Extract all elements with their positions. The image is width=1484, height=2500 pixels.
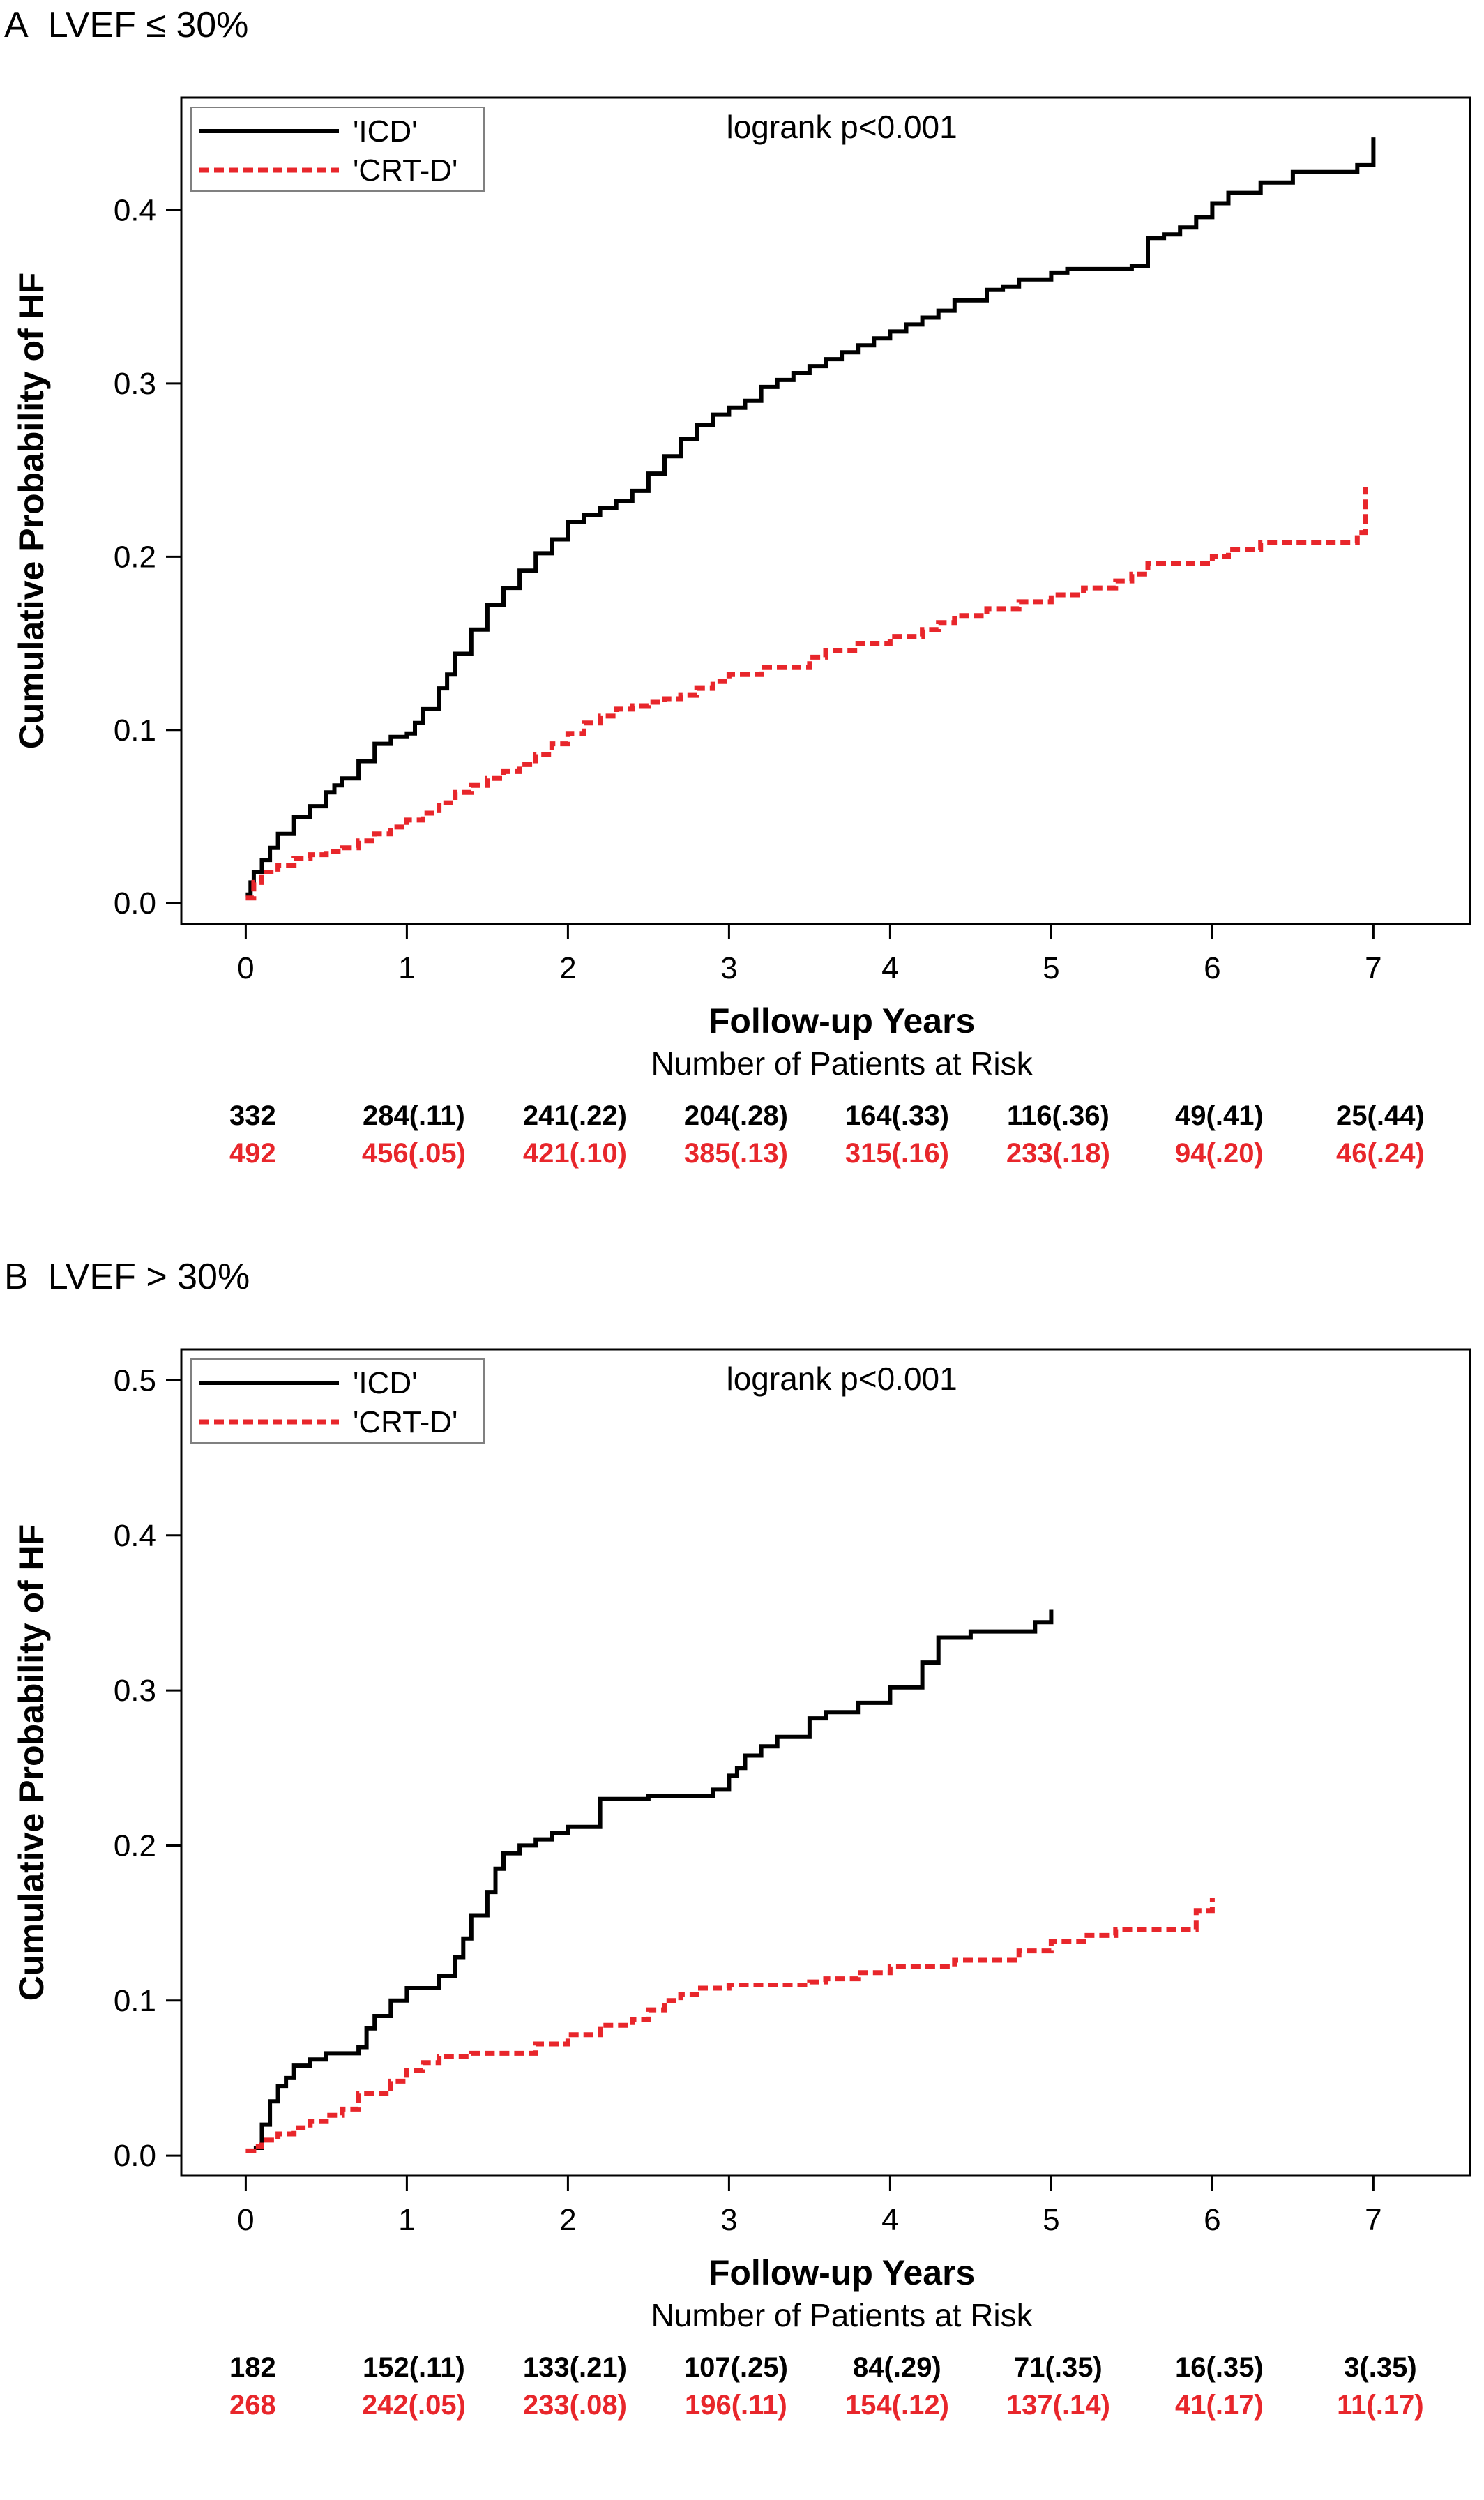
chart-a-legend: 'ICD' 'CRT-D'	[190, 107, 485, 192]
chart-b-risk-crtd-cell: 41(.17)	[1175, 2390, 1264, 2421]
chart-a-y-tick-label: 0.0	[114, 886, 156, 921]
chart-b-logrank-annotation: logrank p<0.001	[726, 1361, 957, 1397]
chart-b-x-tick-label: 0	[237, 2203, 254, 2237]
chart-b-crtd-curve	[245, 1898, 1215, 2153]
chart-a-x-tick-label: 7	[1365, 951, 1381, 985]
chart-a-risk-table-title: Number of Patients at Risk	[651, 1045, 1034, 1082]
chart-b-labels: logrank p<0.001 Cumulative Probability of…	[12, 1361, 1034, 2333]
panel-a-heading: A LVEF ≤ 30%	[4, 4, 248, 46]
chart-b-y-tick-label: 0.1	[114, 1984, 156, 2018]
chart-a-risk-crtd-cell: 233(.18)	[1006, 1138, 1110, 1169]
chart-b-x-tick-label: 1	[398, 2203, 415, 2237]
chart-a-risk-icd-cell: 204(.28)	[684, 1100, 788, 1131]
chart-a-svg: 0.0 0.1 0.2 0.3 0.4 0 1 2 3 4 5 6 7 'ICD' 'CRT-D' log…	[12, 96, 1471, 1169]
chart-b-risk-icd-cell: 71(.35)	[1014, 2352, 1103, 2383]
panel-b-letter: B	[4, 1257, 29, 1297]
chart-b-risk-icd-cell: 16(.35)	[1175, 2352, 1264, 2383]
chart-a-logrank-annotation: logrank p<0.001	[726, 109, 957, 145]
chart-b-risk-icd-cell: 3(.35)	[1344, 2352, 1417, 2383]
chart-b-risk-icd-cell: 84(.29)	[853, 2352, 941, 2383]
chart-a-risk-crtd-cell: 456(.05)	[362, 1138, 466, 1169]
chart-b-x-axis-title: Follow-up Years	[709, 2253, 976, 2292]
chart-a-risk-icd-cell: 241(.22)	[523, 1100, 627, 1131]
chart-a-x-tick-label: 1	[398, 951, 415, 985]
chart-a-axes: 0.0 0.1 0.2 0.3 0.4 0 1 2 3 4 5 6 7	[114, 96, 1471, 985]
chart-b-risk-crtd-cell: 154(.12)	[845, 2390, 949, 2421]
chart-b-risk-crtd-cell: 196(.11)	[685, 2390, 787, 2421]
panel-a-letter: A	[4, 5, 29, 45]
chart-a-y-tick-label: 0.1	[114, 713, 156, 748]
chart-a-y-axis-title: Cumulative Probability of HF	[12, 273, 51, 749]
chart-a-x-tick-label: 0	[237, 951, 254, 985]
chart-a-legend-label-crtd: 'CRT-D'	[353, 153, 457, 188]
chart-b-x-tick-label: 5	[1043, 2203, 1059, 2237]
chart-b-legend-label-crtd: 'CRT-D'	[353, 1405, 457, 1439]
chart-a-risk-icd-cell: 164(.33)	[845, 1100, 949, 1131]
chart-a-risk-crtd-cell: 421(.10)	[523, 1138, 627, 1169]
chart-b-risk-icd-cell: 182	[229, 2352, 276, 2383]
chart-b-risk-icd-cell: 107(.25)	[684, 2352, 788, 2383]
chart-a-y-tick-label: 0.3	[114, 367, 156, 401]
chart-b-legend-label-icd: 'ICD'	[353, 1366, 418, 1400]
chart-a-risk-crtd-cell: 46(.24)	[1336, 1138, 1425, 1169]
chart-a-y-tick-label: 0.2	[114, 540, 156, 574]
chart-a-risk-crtd-cell: 385(.13)	[684, 1138, 788, 1169]
chart-a-risk-icd-cell: 25(.44)	[1336, 1100, 1425, 1131]
chart-b-x-tick-label: 6	[1204, 2203, 1220, 2237]
chart-a-risk-table: 332 284(.11) 241(.22) 204(.28) 164(.33) 116(.…	[229, 1100, 1425, 1169]
chart-a-risk-icd-cell: 49(.41)	[1175, 1100, 1264, 1131]
chart-b-risk-icd-cell: 152(.11)	[363, 2352, 465, 2383]
panel-a: 0.0 0.1 0.2 0.3 0.4 0 1 2 3 4 5 6 7 'ICD' 'CRT-D' log…	[0, 0, 1484, 1248]
chart-a-x-tick-label: 4	[881, 951, 898, 985]
chart-a-icd-curve	[245, 137, 1376, 897]
chart-a-x-tick-label: 5	[1043, 951, 1059, 985]
chart-a-legend-label-icd: 'ICD'	[353, 114, 418, 149]
chart-b-risk-crtd-cell: 242(.05)	[362, 2390, 466, 2421]
panel-a-title: LVEF ≤ 30%	[47, 5, 249, 45]
chart-b-legend-box	[190, 1358, 485, 1444]
chart-a-x-tick-label: 6	[1204, 951, 1220, 985]
chart-a-plot-frame	[180, 96, 1471, 925]
chart-a-x-tick-label: 2	[559, 951, 576, 985]
chart-b-y-tick-label: 0.2	[114, 1828, 156, 1863]
chart-b-y-tick-label: 0.0	[114, 2139, 156, 2173]
chart-b-risk-table: 182 152(.11) 133(.21) 107(.25) 84(.29) 71(.35…	[229, 2352, 1424, 2421]
chart-b-y-tick-label: 0.5	[114, 1363, 156, 1397]
chart-a-x-tick-label: 3	[720, 951, 737, 985]
panel-b-heading: B LVEF > 30%	[4, 1256, 250, 1298]
chart-b-x-tick-label: 2	[559, 2203, 576, 2237]
chart-b-risk-table-title: Number of Patients at Risk	[651, 2297, 1034, 2333]
chart-a-risk-crtd-cell: 315(.16)	[845, 1138, 949, 1169]
chart-b-risk-crtd-cell: 268	[229, 2390, 276, 2421]
chart-b-y-tick-label: 0.4	[114, 1519, 156, 1553]
chart-b-x-tick-label: 4	[881, 2203, 898, 2237]
chart-a-risk-crtd-cell: 94(.20)	[1175, 1138, 1264, 1169]
chart-b-legend: 'ICD' 'CRT-D'	[190, 1358, 485, 1444]
chart-b-svg: 0.00.10.20.30.40.50 1 2 3 4 5 6 7 'ICD''CRT-D' …	[12, 1348, 1471, 2421]
chart-b-risk-crtd-cell: 233(.08)	[523, 2390, 627, 2421]
chart-b-risk-crtd-cell: 137(.14)	[1006, 2390, 1110, 2421]
chart-a-curves	[245, 137, 1376, 901]
chart-a-risk-icd-cell: 332	[229, 1100, 276, 1131]
chart-b-axes: 0.0 0.1 0.2 0.3 0.4 0.5 0 1 2 3 4 5 6 7	[114, 1348, 1471, 2237]
chart-a-crtd-curve	[245, 487, 1368, 901]
chart-a-legend-box	[190, 107, 485, 192]
chart-a-risk-icd-cell: 116(.36)	[1007, 1100, 1110, 1131]
chart-b-y-tick-label: 0.3	[114, 1674, 156, 1708]
chart-b-x-tick-label: 3	[720, 2203, 737, 2237]
chart-b-risk-icd-cell: 133(.21)	[523, 2352, 627, 2383]
panel-b-title: LVEF > 30%	[47, 1257, 250, 1297]
panel-b: 0.0 0.1 0.2 0.3 0.4 0.5 0 1 2 3 4 5 6 7 'ICD' 'CRT-D' …	[0, 1252, 1484, 2500]
chart-b-curves	[245, 1609, 1215, 2153]
chart-a-risk-crtd-cell: 492	[229, 1138, 276, 1169]
chart-b-x-tick-label: 7	[1365, 2203, 1381, 2237]
chart-a-labels: logrank p<0.001 Cumulative Probability of…	[12, 109, 1034, 1082]
chart-a-x-axis-title: Follow-up Years	[709, 1001, 976, 1040]
chart-b-y-axis-title: Cumulative Probability of HF	[12, 1524, 51, 2001]
chart-b-plot-frame	[180, 1348, 1471, 2177]
chart-a-risk-icd-cell: 284(.11)	[363, 1100, 465, 1131]
chart-b-icd-curve	[253, 1609, 1054, 2150]
chart-b-risk-crtd-cell: 11(.17)	[1337, 2390, 1424, 2421]
chart-a-y-tick-label: 0.4	[114, 193, 156, 227]
